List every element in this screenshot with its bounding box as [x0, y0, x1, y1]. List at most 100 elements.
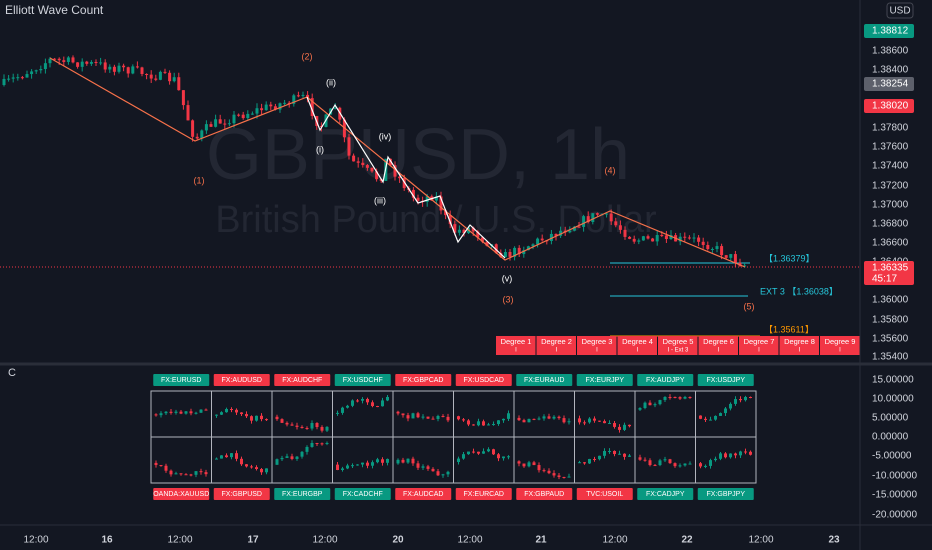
- degree-label[interactable]: Degree 1: [501, 337, 532, 346]
- degree-button[interactable]: [617, 336, 658, 355]
- mini-candle-body: [194, 412, 198, 414]
- mini-candle-body: [371, 402, 374, 407]
- mini-candle-body: [436, 471, 440, 476]
- mini-candle-body: [179, 411, 183, 414]
- price-label: 1.37600: [872, 142, 909, 153]
- symbol-name: FX:GBPCAD: [403, 377, 443, 384]
- symbol-name: FX:EURCAD: [464, 491, 504, 498]
- mini-candle-body: [416, 413, 420, 418]
- degree-label[interactable]: Degree 2: [541, 337, 572, 346]
- currency-button[interactable]: [886, 2, 914, 19]
- mini-candle-body: [154, 462, 158, 466]
- degree-button[interactable]: [779, 336, 820, 355]
- mini-candle-body: [310, 423, 314, 429]
- degree-button[interactable]: [739, 336, 779, 355]
- degree-sub[interactable]: I: [758, 348, 760, 354]
- mini-candle-body: [497, 420, 500, 425]
- degree-button[interactable]: [658, 336, 698, 355]
- candle-body: [471, 227, 475, 232]
- price-label: 1.38400: [872, 65, 909, 76]
- symbol-name: FX:EURJPY: [585, 377, 624, 384]
- candle-body: [526, 246, 530, 251]
- mini-candle-body: [396, 411, 400, 414]
- mini-candle-body: [628, 455, 631, 457]
- mini-candle-body: [290, 424, 294, 426]
- degree-label[interactable]: Degree 3: [582, 337, 613, 346]
- mini-candle-body: [502, 418, 505, 421]
- candle-body: [715, 246, 719, 250]
- candle-body: [39, 69, 43, 71]
- indicator-axis-label: 15.00000: [872, 375, 914, 386]
- mini-candle-body: [225, 408, 228, 413]
- mini-candle-body: [567, 421, 571, 423]
- candle-body: [200, 130, 204, 139]
- symbol-tag: [153, 374, 210, 386]
- candle-body: [582, 216, 586, 227]
- candle-body: [375, 171, 379, 180]
- candle-body: [697, 237, 701, 242]
- degree-sub[interactable]: I: [556, 348, 558, 354]
- candle-body: [260, 108, 264, 111]
- candle-body: [122, 65, 126, 68]
- degree-label[interactable]: Degree 6: [703, 337, 734, 346]
- mini-candle-body: [603, 421, 606, 424]
- mini-candle-body: [255, 467, 258, 470]
- currency[interactable]: USD: [889, 6, 910, 17]
- indicator-axis-label: 5.00000: [872, 413, 909, 424]
- mini-candle-body: [552, 473, 556, 476]
- degree-sub[interactable]: I - Ext 3: [668, 348, 689, 354]
- mini-candle-body: [351, 465, 354, 467]
- mini-candle-body: [381, 400, 384, 407]
- mini-candle-body: [653, 465, 657, 467]
- mini-candle-body: [683, 397, 687, 399]
- wave-label: (i): [316, 144, 324, 154]
- price-badge: [864, 261, 914, 285]
- mini-candle-body: [245, 464, 248, 467]
- price-label: 1.38600: [872, 46, 909, 57]
- symbol-tag: [334, 488, 391, 500]
- degree-sub[interactable]: I: [799, 348, 801, 354]
- mini-candle-body: [199, 409, 203, 413]
- mini-candle-body: [598, 420, 601, 422]
- degree-button[interactable]: [536, 336, 577, 355]
- wave-label: (4): [605, 165, 616, 175]
- mini-candle-body: [174, 473, 178, 475]
- mini-candle-body: [295, 425, 299, 427]
- mini-candle-body: [623, 424, 626, 430]
- mini-candle-body: [542, 470, 546, 472]
- mini-candle-body: [532, 418, 536, 420]
- mini-candle-body: [729, 403, 732, 409]
- degree-label[interactable]: Degree 5: [663, 337, 694, 346]
- degree-button[interactable]: [577, 336, 617, 355]
- mini-candle-body: [668, 397, 672, 398]
- time-label: 12:00: [457, 535, 482, 546]
- symbol-name: FX:AUDCAD: [403, 491, 443, 498]
- degree-label[interactable]: Degree 8: [784, 337, 815, 346]
- degree-button[interactable]: [698, 336, 739, 355]
- degree-sub[interactable]: I: [637, 348, 639, 354]
- wave-line-intermediate: [306, 96, 506, 259]
- mini-candle-body: [749, 451, 752, 455]
- degree-label[interactable]: Degree 9: [825, 337, 856, 346]
- mini-candle-body: [502, 456, 505, 459]
- candle-body: [554, 233, 558, 236]
- degree-sub[interactable]: I: [839, 348, 841, 354]
- candle-body: [448, 215, 452, 225]
- degree-label[interactable]: Degree 4: [622, 337, 653, 346]
- degree-button[interactable]: [496, 336, 536, 355]
- candle-body: [20, 77, 24, 79]
- degree-sub[interactable]: I: [718, 348, 720, 354]
- candle-body: [411, 189, 415, 198]
- degree-sub[interactable]: I: [515, 348, 517, 354]
- degree-button[interactable]: [820, 336, 860, 355]
- mini-candle-body: [159, 465, 163, 467]
- mini-candle-body: [673, 463, 677, 467]
- degree-sub[interactable]: I: [596, 348, 598, 354]
- degree-label[interactable]: Degree 7: [744, 337, 775, 346]
- symbol-name: FX:CADJPY: [646, 491, 685, 498]
- mini-candle-body: [562, 418, 566, 423]
- candle-body: [453, 224, 457, 233]
- mini-candle-body: [598, 455, 601, 460]
- symbol-tag: [153, 488, 210, 500]
- mini-candle-body: [230, 453, 233, 458]
